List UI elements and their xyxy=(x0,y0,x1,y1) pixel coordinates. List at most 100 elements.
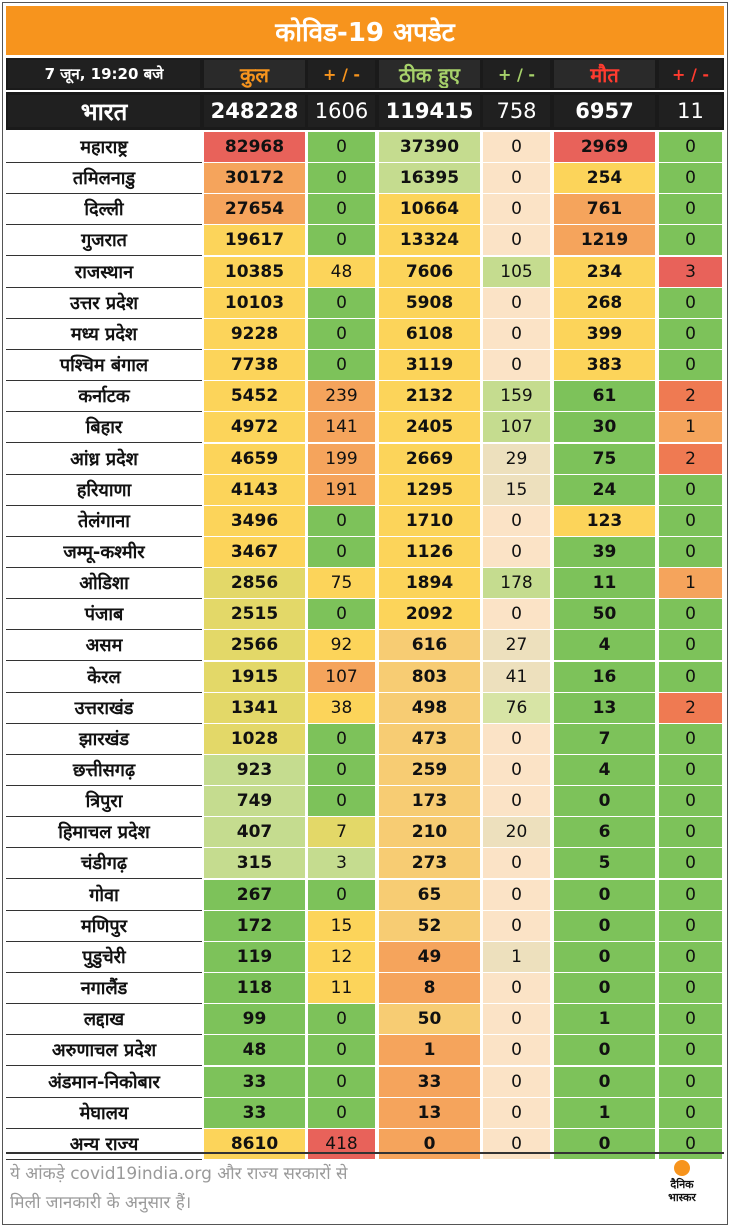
deaths-delta: 0 xyxy=(659,1097,722,1128)
state-name: गुजरात xyxy=(8,225,200,256)
header-deaths: मौत xyxy=(554,60,655,88)
recovered: 50 xyxy=(379,1004,480,1035)
total-cases: 82968 xyxy=(204,132,305,162)
recovered: 803 xyxy=(379,661,480,692)
total-delta: 0 xyxy=(308,599,375,630)
recovered: 1710 xyxy=(379,505,480,536)
table-row: अंडमान-निकोबार 33 0 33 0 0 0 xyxy=(6,1066,724,1098)
column-header-row: 7 जून, 19:20 बजे कुल + / - ठीक हुए + / -… xyxy=(6,58,724,90)
table-row: चंडीगढ़ 315 3 273 0 5 0 xyxy=(6,848,724,880)
state-name: पंजाब xyxy=(8,599,200,630)
total-cases: 407 xyxy=(204,817,305,848)
recovered-delta: 0 xyxy=(483,536,550,567)
deaths: 13 xyxy=(554,692,655,723)
total-delta: 0 xyxy=(308,505,375,536)
deaths-delta: 0 xyxy=(659,755,722,785)
recovered-delta: 0 xyxy=(483,505,550,536)
total-delta: 0 xyxy=(308,350,375,381)
deaths: 6 xyxy=(554,817,655,848)
deaths: 1219 xyxy=(554,225,655,256)
recovered: 273 xyxy=(379,848,480,879)
source-note: ये आंकड़े covid19india.org और राज्य सरका… xyxy=(10,1160,450,1218)
total-cases: 10103 xyxy=(204,287,305,318)
table-row: तेलंगाना 3496 0 1710 0 123 0 xyxy=(6,505,724,537)
table-row: जम्मू-कश्मीर 3467 0 1126 0 39 0 xyxy=(6,536,724,568)
deaths: 0 xyxy=(554,910,655,941)
total-cases: 4143 xyxy=(204,474,305,505)
national-recovered: 119415 xyxy=(379,95,480,127)
recovered-delta: 0 xyxy=(483,723,550,754)
total-delta: 0 xyxy=(308,1035,375,1066)
deaths: 0 xyxy=(554,973,655,1004)
table-row: उत्तर प्रदेश 10103 0 5908 0 268 0 xyxy=(6,287,724,319)
recovered-delta: 0 xyxy=(483,848,550,879)
table-row: तमिलनाडु 30172 0 16395 0 254 0 xyxy=(6,163,724,195)
deaths-delta: 1 xyxy=(659,412,722,443)
total-delta: 0 xyxy=(308,879,375,910)
table-row: नगालैंड 118 11 8 0 0 0 xyxy=(6,973,724,1005)
recovered: 52 xyxy=(379,910,480,941)
total-cases: 4972 xyxy=(204,412,305,443)
deaths-delta: 0 xyxy=(659,318,722,349)
table-row: छत्तीसगढ़ 923 0 259 0 4 0 xyxy=(6,755,724,786)
state-name: कर्नाटक xyxy=(8,381,200,412)
total-delta: 107 xyxy=(308,661,375,692)
deaths-delta: 0 xyxy=(659,848,722,879)
recovered: 1295 xyxy=(379,474,480,505)
recovered-delta: 0 xyxy=(483,1035,550,1066)
recovered-delta: 29 xyxy=(483,443,550,474)
deaths-delta: 2 xyxy=(659,443,722,474)
deaths-delta: 1 xyxy=(659,568,722,599)
total-cases: 3467 xyxy=(204,536,305,567)
deaths: 30 xyxy=(554,412,655,443)
deaths-delta: 3 xyxy=(659,256,722,287)
header-total: कुल xyxy=(204,60,305,88)
total-cases: 48 xyxy=(204,1035,305,1066)
total-cases: 9228 xyxy=(204,318,305,349)
source-note-line: ये आंकड़े covid19india.org और राज्य सरका… xyxy=(10,1164,348,1184)
recovered-delta: 0 xyxy=(483,1066,550,1097)
deaths-delta: 0 xyxy=(659,973,722,1004)
recovered-delta: 0 xyxy=(483,879,550,910)
table-row: पंजाब 2515 0 2092 0 50 0 xyxy=(6,599,724,631)
recovered: 173 xyxy=(379,786,480,817)
total-cases: 172 xyxy=(204,910,305,941)
total-cases: 4659 xyxy=(204,443,305,474)
state-name: जम्मू-कश्मीर xyxy=(8,536,200,567)
state-name: दिल्ली xyxy=(8,194,200,225)
total-cases: 315 xyxy=(204,848,305,879)
deaths-delta: 0 xyxy=(659,599,722,630)
recovered: 259 xyxy=(379,755,480,785)
recovered-delta: 105 xyxy=(483,256,550,287)
recovered-delta: 0 xyxy=(483,350,550,381)
recovered-delta: 27 xyxy=(483,630,550,661)
deaths: 399 xyxy=(554,318,655,349)
recovered: 1126 xyxy=(379,536,480,567)
brand-name-line: भास्कर xyxy=(668,1191,696,1204)
national-total-row: भारत 248228 1606 119415 758 6957 11 xyxy=(6,92,724,130)
deaths: 16 xyxy=(554,661,655,692)
recovered: 1 xyxy=(379,1035,480,1066)
national-total: 248228 xyxy=(204,95,305,127)
table-row: पश्चिम बंगाल 7738 0 3119 0 383 0 xyxy=(6,350,724,382)
total-delta: 3 xyxy=(308,848,375,879)
state-name: मणिपुर xyxy=(8,910,200,941)
table-row: हिमाचल प्रदेश 407 7 210 20 6 0 xyxy=(6,817,724,849)
table-row: अरुणाचल प्रदेश 48 0 1 0 0 0 xyxy=(6,1035,724,1067)
deaths-delta: 0 xyxy=(659,941,722,972)
total-delta: 0 xyxy=(308,786,375,817)
total-delta: 191 xyxy=(308,474,375,505)
deaths-delta: 0 xyxy=(659,879,722,910)
recovered-delta: 0 xyxy=(483,194,550,225)
brand-name-line: दैनिक xyxy=(670,1178,694,1191)
national-deaths-delta: 11 xyxy=(659,95,722,127)
recovered: 33 xyxy=(379,1066,480,1097)
deaths: 75 xyxy=(554,443,655,474)
recovered-delta: 20 xyxy=(483,817,550,848)
deaths: 39 xyxy=(554,536,655,567)
deaths: 50 xyxy=(554,599,655,630)
deaths: 0 xyxy=(554,941,655,972)
recovered: 49 xyxy=(379,941,480,972)
deaths-delta: 0 xyxy=(659,1035,722,1066)
total-delta: 0 xyxy=(308,194,375,225)
